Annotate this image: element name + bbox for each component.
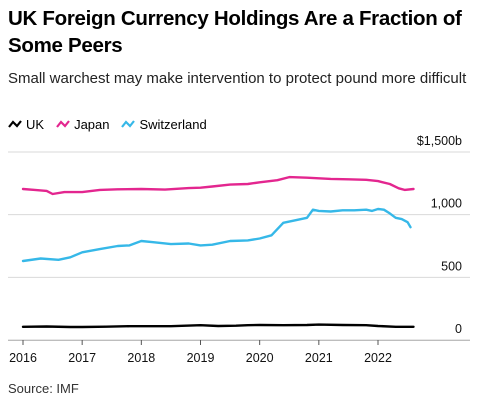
legend-swatch-japan xyxy=(56,120,70,128)
legend-label-uk: UK xyxy=(26,116,45,132)
legend-item-japan: Japan xyxy=(56,117,109,132)
y-tick-label-500: 500 xyxy=(441,259,462,273)
legend-swatch-switzerland xyxy=(121,120,136,128)
x-tick-label-2020: 2020 xyxy=(246,351,274,365)
legend-item-switzerland: Switzerland xyxy=(121,116,207,132)
chart-subtitle: Small warchest may make intervention to … xyxy=(8,70,467,87)
legend-label-switzerland: Switzerland xyxy=(139,116,207,132)
legend-swatch-uk xyxy=(8,120,22,128)
y-tick-label-0: 0 xyxy=(455,322,462,336)
x-tick-label-2017: 2017 xyxy=(68,351,96,365)
x-tick-label-2021: 2021 xyxy=(305,351,333,365)
series-line-japan xyxy=(21,175,415,196)
series-line-uk xyxy=(21,323,415,329)
chart-title: UK Foreign Currency Holdings Are a Fract… xyxy=(8,7,462,57)
source-note: Source: IMF xyxy=(8,381,79,396)
x-tick-label-2022: 2022 xyxy=(364,351,392,365)
x-tick-label-2018: 2018 xyxy=(127,351,155,365)
legend: UK Japan Switzerland xyxy=(8,115,219,133)
x-tick-label-2019: 2019 xyxy=(187,351,215,365)
series-line-switzerland xyxy=(21,207,412,263)
x-tick-label-2016: 2016 xyxy=(9,351,37,365)
legend-item-uk: UK xyxy=(8,117,44,132)
y-tick-label-1000: 1,000 xyxy=(431,197,462,211)
y-tick-label-1500: $1,500b xyxy=(417,134,462,148)
legend-label-japan: Japan xyxy=(74,116,110,132)
